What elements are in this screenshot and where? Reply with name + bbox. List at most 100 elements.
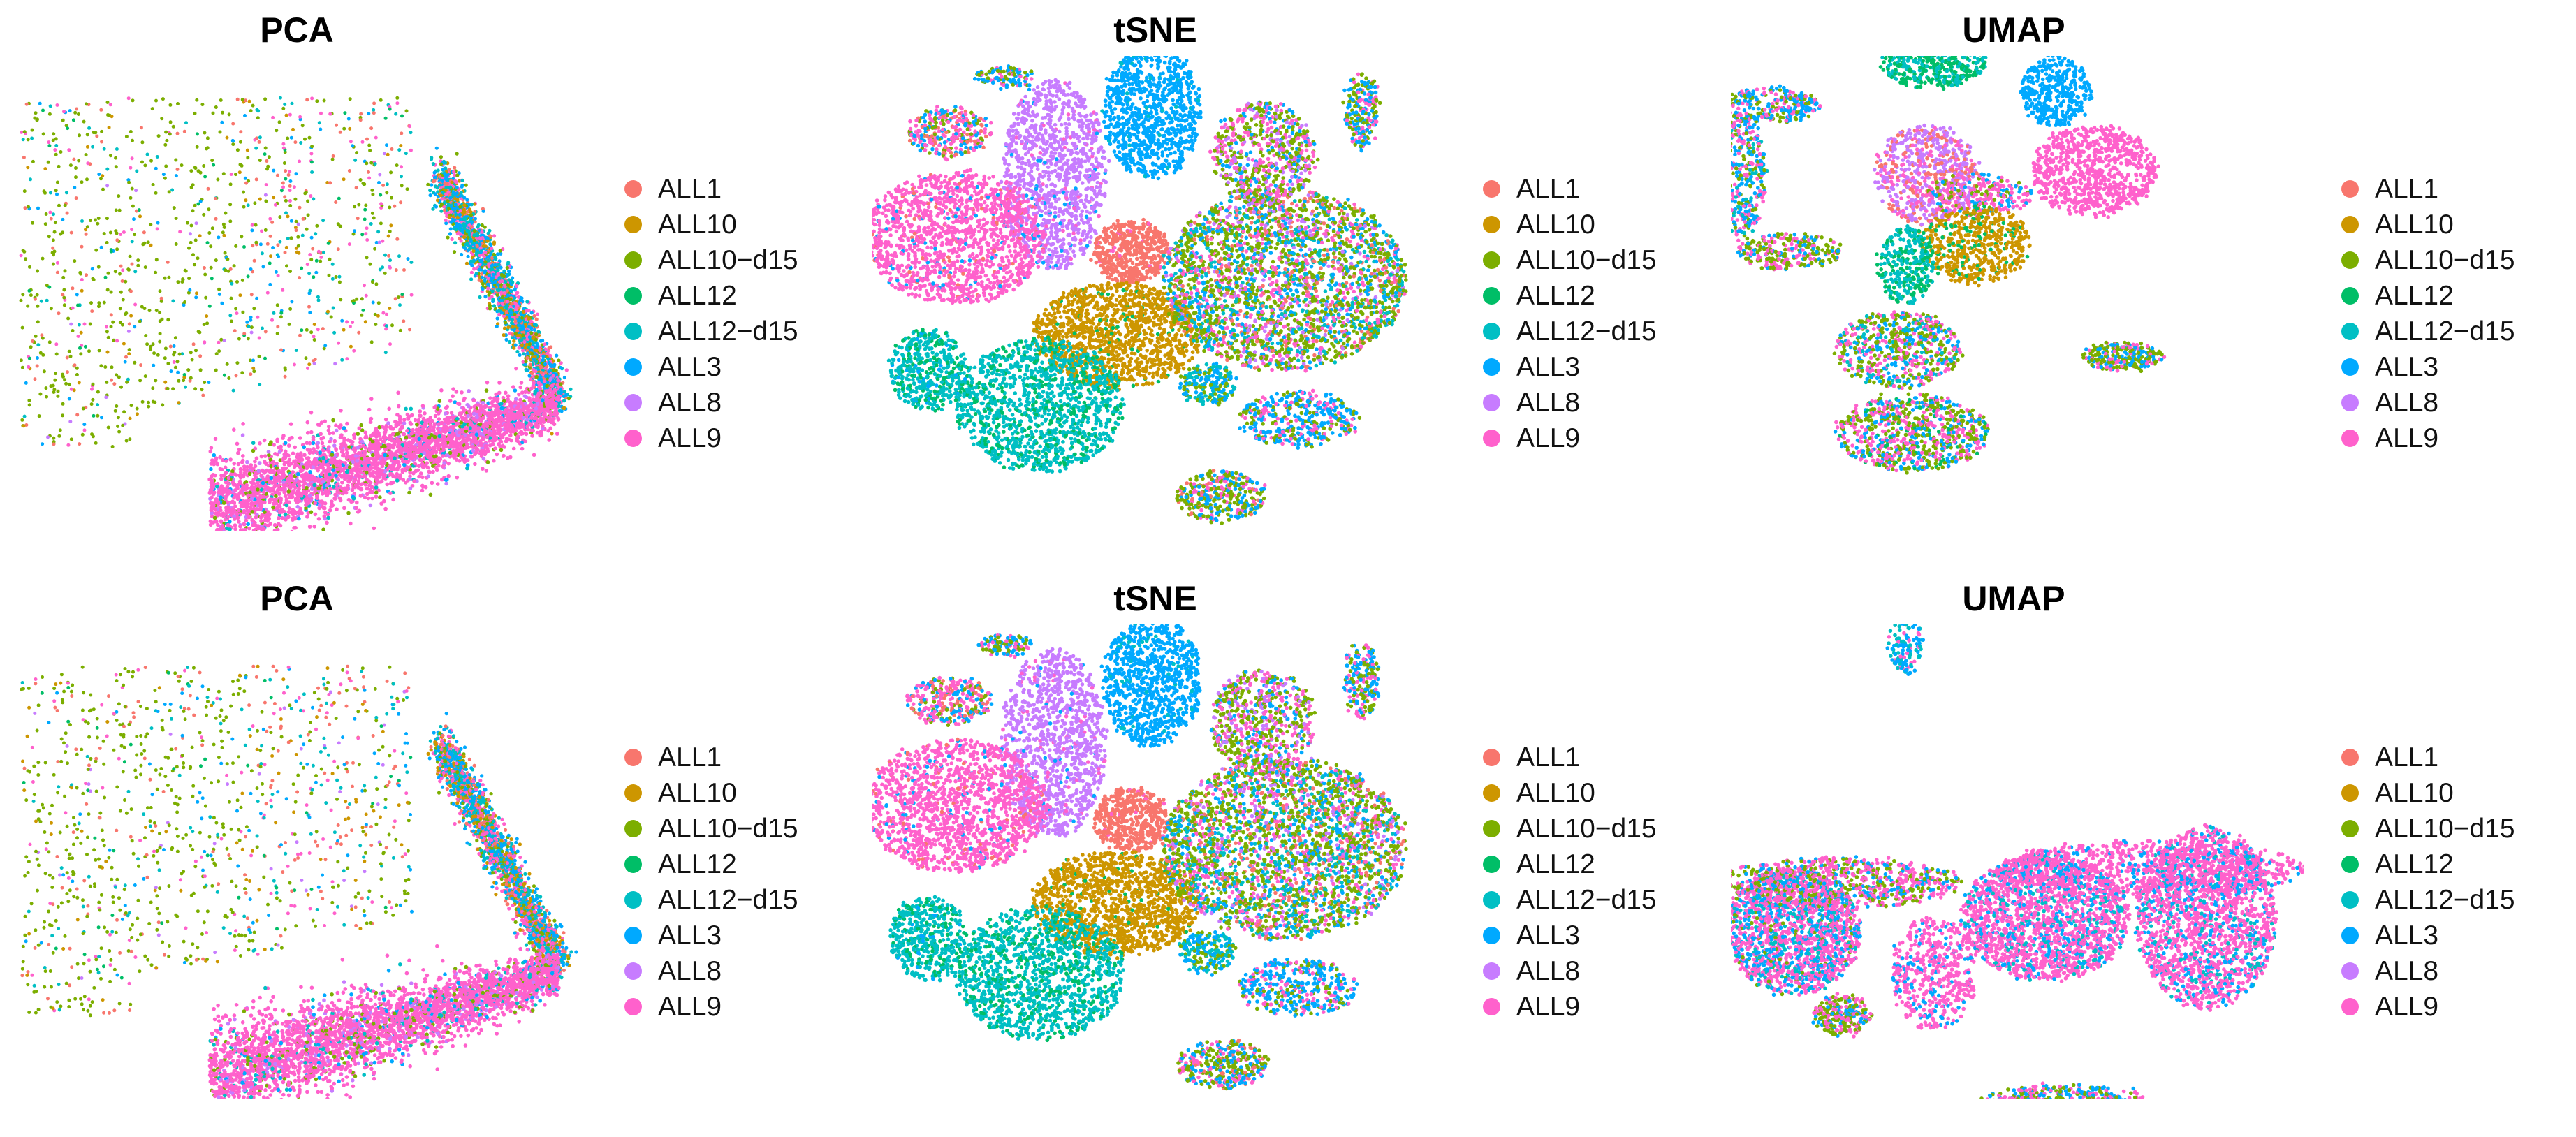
data-point xyxy=(34,111,38,115)
data-point xyxy=(478,254,482,258)
data-point xyxy=(258,383,262,386)
data-point xyxy=(319,111,323,115)
data-point xyxy=(465,198,469,202)
data-point xyxy=(203,131,207,135)
data-point xyxy=(229,173,233,176)
data-point xyxy=(254,501,258,506)
data-point xyxy=(174,242,178,246)
data-point xyxy=(374,323,378,326)
data-point xyxy=(41,256,45,261)
data-point xyxy=(36,269,39,273)
data-point xyxy=(69,387,73,391)
data-point xyxy=(119,264,123,268)
data-point xyxy=(261,265,265,269)
data-point xyxy=(22,130,27,134)
data-point xyxy=(243,176,247,180)
data-point xyxy=(469,454,474,459)
data-point xyxy=(298,333,302,337)
data-point xyxy=(256,116,260,120)
data-point xyxy=(316,295,320,299)
data-point xyxy=(273,203,277,207)
data-point xyxy=(486,277,490,281)
data-point xyxy=(409,131,413,135)
data-point xyxy=(163,380,168,384)
data-point xyxy=(319,259,323,263)
data-point xyxy=(242,190,245,194)
data-point xyxy=(88,322,92,326)
data-point xyxy=(264,199,268,203)
data-point xyxy=(383,253,387,257)
data-point xyxy=(515,315,519,319)
data-point xyxy=(158,339,162,344)
data-point xyxy=(388,258,392,263)
data-point xyxy=(278,215,282,219)
data-point xyxy=(298,276,302,280)
data-point xyxy=(85,225,89,229)
data-point xyxy=(369,222,373,226)
data-point xyxy=(506,293,510,298)
data-point xyxy=(356,217,360,221)
data-point xyxy=(506,325,511,330)
data-point xyxy=(43,191,47,195)
data-point xyxy=(294,172,298,176)
data-point xyxy=(527,335,532,339)
data-point xyxy=(277,120,281,124)
data-point xyxy=(440,477,444,482)
data-point xyxy=(395,237,400,241)
data-point xyxy=(234,244,238,248)
data-point xyxy=(518,385,523,390)
data-point xyxy=(399,200,403,205)
data-point xyxy=(76,303,80,307)
data-point xyxy=(499,298,504,302)
data-point xyxy=(160,117,164,121)
data-point xyxy=(184,385,187,389)
data-point xyxy=(259,474,263,478)
data-point xyxy=(539,371,543,375)
data-point xyxy=(312,338,316,342)
data-point xyxy=(307,272,312,276)
data-point xyxy=(334,423,338,427)
data-point xyxy=(520,324,525,328)
data-point xyxy=(198,170,203,175)
data-point xyxy=(435,482,440,486)
data-point xyxy=(497,381,502,385)
data-point xyxy=(238,140,242,144)
data-point xyxy=(296,235,300,239)
data-point xyxy=(143,374,147,379)
data-point xyxy=(62,295,66,300)
data-point xyxy=(69,322,73,326)
data-point xyxy=(258,197,262,201)
data-point xyxy=(312,275,316,279)
data-point xyxy=(112,382,117,386)
data-point xyxy=(547,346,551,351)
data-point xyxy=(379,193,383,197)
data-point xyxy=(307,305,311,309)
data-point xyxy=(432,170,437,175)
data-point xyxy=(378,173,382,177)
data-point xyxy=(286,173,291,177)
data-point xyxy=(372,108,376,112)
data-point xyxy=(361,308,365,312)
data-point xyxy=(556,379,560,383)
data-point xyxy=(447,215,451,219)
data-point xyxy=(158,310,162,314)
data-point xyxy=(389,223,393,228)
data-point xyxy=(394,268,398,272)
data-point xyxy=(89,219,92,223)
data-point xyxy=(136,258,140,263)
data-point xyxy=(77,159,81,163)
data-point xyxy=(257,461,262,465)
data-point xyxy=(173,336,177,340)
data-point xyxy=(322,346,326,351)
data-point xyxy=(249,372,253,376)
data-point xyxy=(543,342,547,346)
data-point xyxy=(233,523,237,527)
data-point xyxy=(283,367,287,372)
data-point xyxy=(234,173,237,177)
data-point xyxy=(54,144,59,147)
data-point xyxy=(99,177,103,181)
data-point xyxy=(354,186,358,190)
data-point xyxy=(191,183,195,187)
data-point xyxy=(396,295,400,300)
data-point xyxy=(288,112,292,117)
